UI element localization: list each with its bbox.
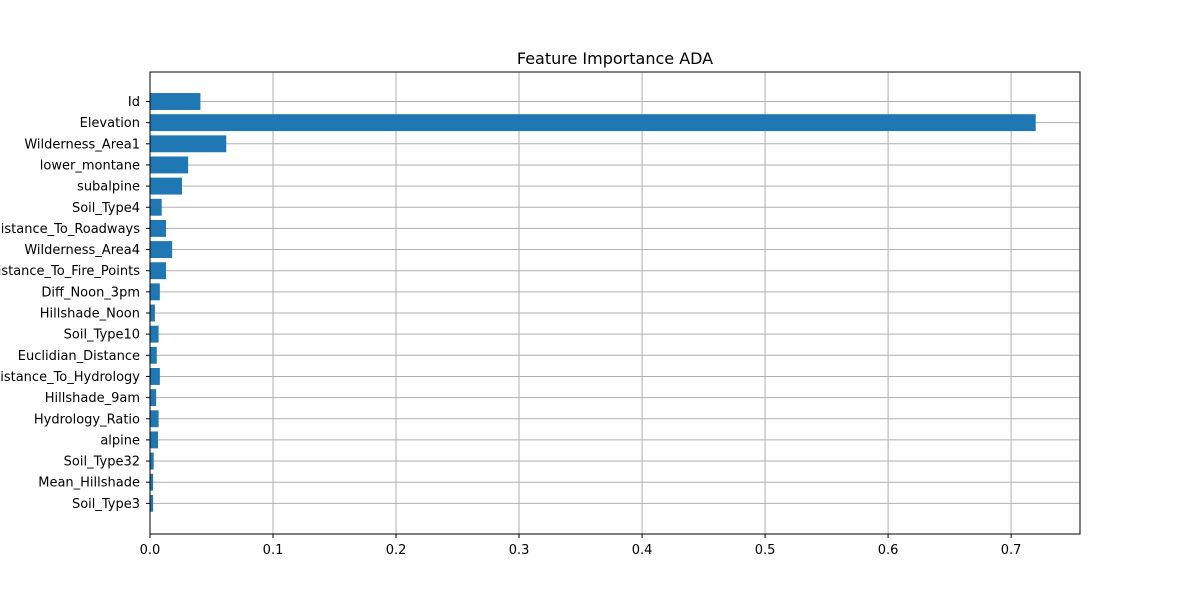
y-tick-label: lower_montane [40,158,140,173]
bar-elevation [150,114,1036,132]
bar-soil-type3 [150,494,154,512]
y-tick-label: Vertical_Distance_To_Hydrology [0,370,140,385]
y-tick-label: Hydrology_Ratio [34,412,140,427]
bar-subalpine [150,177,182,195]
y-axis: Id Elevation Wilderness_Area1 lower_montane… [0,95,150,512]
y-tick-label: Wilderness_Area1 [24,137,140,152]
bar-vertical-distance-to-hydrology [150,368,160,385]
y-tick-label: Soil_Type3 [72,497,140,512]
plot-frame [149,71,1081,535]
bar-soil-type32 [150,452,154,470]
bar-horizontal-distance-to-fire-points [150,262,166,280]
bar-hillshade-noon [150,304,155,322]
chart-title: Feature Importance ADA [517,49,713,68]
y-tick-label: Soil_Type4 [72,201,140,216]
bar-euclidian-distance [150,346,157,364]
x-tick-label: 0.3 [509,543,530,558]
y-tick-label: Id [128,95,140,110]
x-tick-label: 0.1 [263,543,284,558]
x-axis: 0.0 0.1 0.2 0.3 0.4 0.5 0.6 0.7 [140,534,1022,558]
y-tick-label: Horizontal_Distance_To_Roadways [0,222,140,237]
x-tick-label: 0.0 [140,543,161,558]
x-tick-label: 0.7 [1001,543,1022,558]
bar-soil-type4 [150,198,162,216]
bar-diff-noon-3pm [150,283,160,301]
y-tick-label: subalpine [77,180,140,195]
grid-layer [149,72,1080,534]
y-tick-label: Mean_Hillshade [38,476,140,491]
bar-alpine [150,431,158,449]
bar-layer [150,93,1036,512]
bar-lower-montane [150,156,189,174]
bar-hydrology-ratio [150,410,159,428]
bar-wilderness-area4 [150,241,173,258]
bar-id [150,93,201,110]
y-tick-label: Soil_Type32 [64,455,140,470]
bar-wilderness-area1 [150,135,227,153]
y-tick-label: Soil_Type10 [64,328,140,343]
y-tick-label: alpine [100,433,140,448]
y-tick-label: Euclidian_Distance [18,349,140,364]
y-tick-label: Hillshade_Noon [40,307,140,322]
bar-hillshade-9am [150,389,157,407]
y-tick-label: Wilderness_Area4 [24,243,140,258]
x-tick-label: 0.4 [632,543,653,558]
x-tick-label: 0.6 [878,543,899,558]
x-tick-label: 0.5 [755,543,776,558]
y-tick-label: Hillshade_9am [45,391,140,406]
y-tick-label: Horizontal_Distance_To_Fire_Points [0,264,140,279]
x-tick-label: 0.2 [386,543,407,558]
bar-mean-hillshade [150,473,154,491]
y-tick-label: Elevation [80,116,140,131]
y-tick-label: Diff_Noon_3pm [41,285,140,300]
bar-soil-type10 [150,325,159,343]
bar-horizontal-distance-to-roadways [150,219,166,237]
